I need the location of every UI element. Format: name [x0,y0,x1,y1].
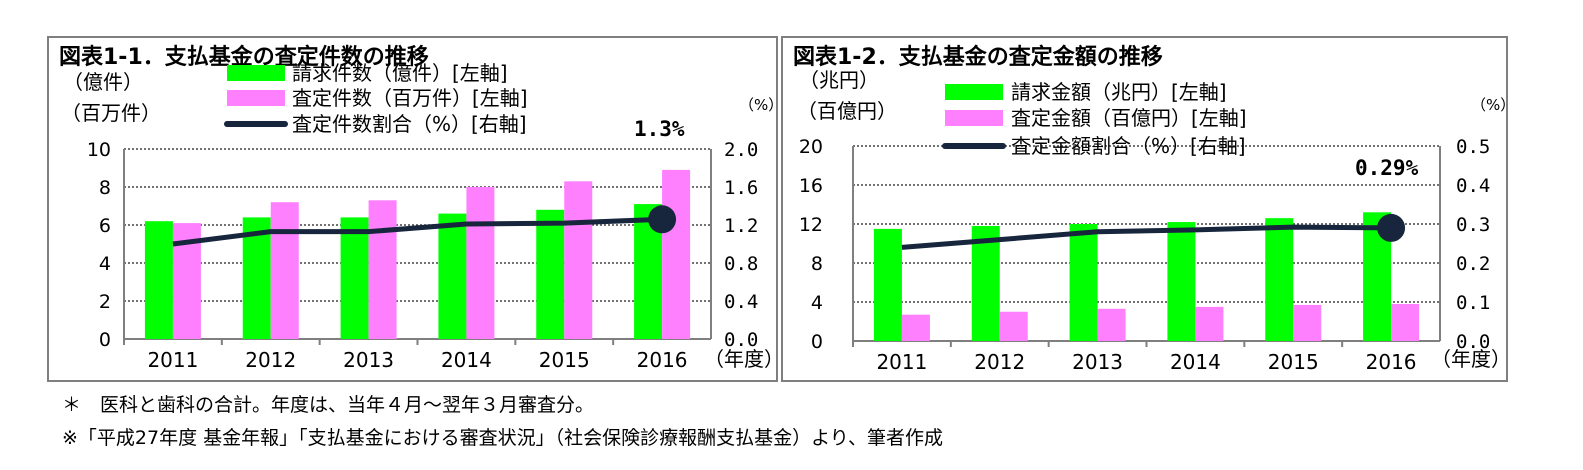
left-axis-unit-2: （百億円） [797,99,897,123]
bar-assessed-2015 [564,181,593,339]
x-tick-label: 2014 [441,348,492,372]
y-tick-right: 0.2 [1456,253,1490,275]
bar-claim-2012 [971,225,1000,341]
x-tick-label: 2011 [147,348,198,372]
y-tick-right: 0.8 [724,253,758,275]
left-axis-unit-2: （百万件） [61,101,161,125]
y-tick-right: 0.0 [724,329,758,351]
chart-2-svg: 図表1-2．支払基金の査定金額の推移 20 0.5 16 0.4 12 0.3 8 0.2 4 0.… [793,44,1515,374]
bar-claim-2014 [438,213,467,339]
x-tick-label: 2013 [343,348,394,372]
x-tick-label: 2014 [1170,350,1221,374]
right-axis-unit: （%） [739,96,783,114]
x-axis-label: （年度） [1431,347,1511,371]
y-tick-left: 2 [99,291,111,313]
bar-assessed-2014 [466,187,495,339]
chart-title: 図表1-2．支払基金の査定金額の推移 [793,44,1163,70]
ratio-point-2016 [1377,213,1406,242]
legend-label-0: 請求件数（億件）[左軸] [292,61,508,85]
bar-assessed-2012 [270,202,299,339]
y-tick-right: 1.2 [724,215,758,237]
y-tick-left: 4 [99,253,111,275]
left-axis-unit-1: （兆円） [799,68,879,92]
legend-label-2: 査定金額割合（%）[右軸] [1011,134,1246,158]
ratio-line [172,216,663,247]
x-axis-label: （年度） [704,347,784,371]
bar-assessed-2016 [1391,303,1420,341]
x-tick-label: 2016 [1366,350,1417,374]
bar-assessed-2015 [1293,304,1322,341]
y-tick-left: 16 [799,175,823,197]
chart-panel-1: 図表1-1．支払基金の査定件数の推移 10 2.0 8 1.6 6 1.2 4 0.8 2 0.4 0… [47,36,784,382]
bar-claim-2015 [536,209,565,339]
y-tick-right: 0.4 [1456,175,1490,197]
ratio-line [901,224,1392,250]
legend-swatch-1 [227,90,285,106]
legend-label-1: 査定金額（百億円）[左軸] [1011,106,1247,130]
bar-claim-2013 [1069,224,1098,341]
legend-label-2: 査定件数割合（%）[右軸] [292,112,527,136]
y-tick-left: 8 [811,253,823,275]
y-tick-right: 0.1 [1456,292,1490,314]
y-tick-left: 4 [811,292,823,314]
bar-assessed-2016 [662,169,691,339]
y-tick-left: 0 [99,329,111,351]
bar-assessed-2013 [368,200,397,339]
x-tick-label: 2015 [539,348,590,372]
bar-claim-2013 [340,217,369,339]
bar-assessed-2014 [1195,306,1224,341]
legend-swatch-0 [945,84,1003,100]
x-tick-label: 2011 [876,350,927,374]
y-tick-right: 0.5 [1456,136,1490,158]
bar-claim-2012 [242,217,271,339]
bar-assessed-2013 [1097,308,1126,341]
legend-swatch-1 [945,110,1003,126]
x-tick-label: 2012 [974,350,1025,374]
bar-claim-2014 [1167,222,1196,341]
y-tick-left: 0 [811,331,823,353]
bar-claim-2015 [1265,218,1294,341]
legend-label-1: 査定件数（百万件）[左軸] [292,86,528,110]
bar-claim-2011 [873,228,902,341]
y-tick-right: 2.0 [724,139,758,161]
legend-swatch-0 [227,65,285,81]
x-tick-label: 2015 [1268,350,1319,374]
y-tick-left: 10 [87,139,111,161]
chart-panel-2: 図表1-2．支払基金の査定金額の推移 20 0.5 16 0.4 12 0.3 8 0.2 4 0.… [781,36,1515,382]
y-tick-right: 0.4 [724,291,758,313]
footnote-1: ＊ 医科と歯科の合計。年度は、当年４月～翌年３月審査分。 [62,394,595,416]
footnote-2: ※「平成27年度 基金年報」「支払基金における審査状況」（社会保険診療報酬支払基… [62,427,943,449]
y-tick-right: 0.0 [1456,331,1490,353]
left-axis-unit-1: （億件） [63,70,143,94]
x-tick-label: 2013 [1072,350,1123,374]
y-tick-left: 20 [799,136,823,158]
bar-assessed-2012 [999,311,1028,341]
y-tick-right: 0.3 [1456,214,1490,236]
y-tick-left: 6 [99,215,111,237]
ratio-point-2016 [648,205,677,234]
bar-assessed-2011 [901,314,930,341]
x-tick-label: 2012 [245,348,296,372]
y-tick-right: 1.6 [724,177,758,199]
legend-label-0: 請求金額（兆円）[左軸] [1011,80,1227,104]
right-axis-unit: （%） [1471,96,1515,114]
annotation-label: 1.3% [634,117,685,141]
annotation-label: 0.29% [1355,156,1419,180]
bar-claim-2011 [144,221,173,339]
y-tick-left: 8 [99,177,111,199]
x-tick-label: 2016 [637,348,688,372]
y-tick-left: 12 [799,214,823,236]
